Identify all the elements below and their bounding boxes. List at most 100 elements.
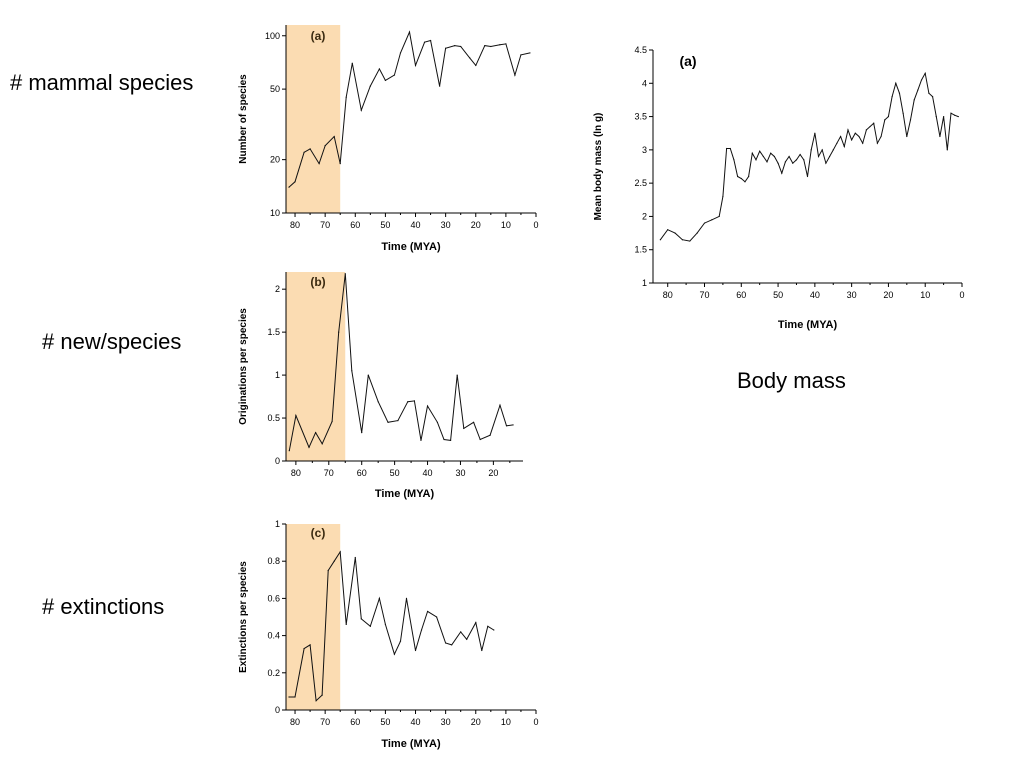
data-point — [748, 175, 750, 178]
data-point — [351, 62, 353, 64]
data-point — [407, 401, 409, 403]
x-tick-label: 20 — [488, 468, 498, 478]
data-point — [481, 649, 483, 652]
data-point — [303, 648, 305, 650]
data-point — [924, 72, 926, 74]
x-tick-label: 80 — [663, 290, 673, 300]
data-point — [463, 427, 465, 429]
data-point — [806, 175, 809, 178]
x-tick-label: 80 — [290, 717, 300, 727]
y-tick-label: 4.5 — [634, 45, 647, 55]
data-point — [479, 438, 481, 441]
data-point — [445, 47, 447, 49]
data-point — [384, 79, 386, 81]
x-axis-label: Time (MYA) — [778, 319, 838, 331]
data-point — [309, 644, 311, 646]
y-tick-label: 2 — [275, 284, 280, 294]
data-point — [862, 142, 864, 144]
data-point — [367, 374, 369, 376]
x-tick-label: 40 — [411, 717, 421, 727]
data-point — [339, 162, 341, 165]
data-point — [484, 44, 486, 47]
data-point — [345, 623, 347, 626]
x-tick-label: 20 — [471, 717, 481, 727]
data-point — [869, 125, 871, 128]
data-point — [315, 700, 317, 702]
data-point — [331, 420, 333, 423]
data-point — [309, 148, 311, 150]
data-point — [817, 155, 820, 158]
y-tick-label: 0 — [275, 456, 280, 466]
data-point — [751, 152, 753, 154]
data-point — [909, 119, 912, 121]
y-tick-label: 1 — [275, 519, 280, 529]
data-point — [674, 232, 676, 234]
y-tick-label: 100 — [265, 31, 280, 41]
data-point — [825, 162, 827, 164]
x-tick-label: 30 — [455, 468, 465, 478]
y-tick-label: 10 — [270, 208, 280, 218]
kpg-highlight-band — [286, 25, 341, 213]
data-point — [718, 215, 720, 218]
x-tick-label: 30 — [441, 717, 451, 727]
data-point — [377, 401, 379, 403]
y-axis-label: Mean body mass (ln g) — [593, 113, 604, 221]
x-tick-label: 10 — [501, 220, 511, 230]
data-point — [873, 122, 875, 124]
data-point — [854, 132, 856, 134]
data-point — [443, 438, 445, 441]
data-point — [946, 149, 948, 151]
data-point — [667, 229, 669, 231]
x-tick-label: 70 — [699, 290, 709, 300]
caption-mammal-species: # mammal species — [10, 70, 194, 95]
data-point — [288, 186, 290, 188]
data-point — [345, 96, 347, 98]
x-tick-label: 70 — [320, 717, 330, 727]
x-tick-label: 20 — [883, 290, 893, 300]
data-point — [399, 52, 402, 54]
data-point — [840, 135, 842, 138]
data-point — [426, 610, 429, 613]
y-tick-label: 50 — [270, 84, 280, 94]
x-axis-label: Time (MYA) — [381, 241, 441, 253]
data-point — [426, 405, 429, 407]
data-point — [917, 89, 919, 91]
y-tick-label: 3.5 — [634, 112, 647, 122]
y-tick-label: 0.4 — [267, 631, 280, 641]
data-point — [895, 82, 897, 84]
data-point — [729, 147, 731, 150]
data-point — [460, 631, 462, 633]
data-point — [799, 153, 801, 156]
data-point — [361, 432, 363, 434]
y-tick-label: 0.5 — [267, 413, 280, 423]
data-point — [333, 135, 335, 138]
x-tick-label: 60 — [357, 468, 367, 478]
x-tick-label: 10 — [920, 290, 930, 300]
panel-label: (b) — [310, 275, 325, 289]
data-point — [913, 99, 915, 101]
data-point — [451, 644, 453, 646]
x-tick-label: 10 — [501, 717, 511, 727]
y-axis-label: Number of species — [238, 74, 249, 164]
data-point — [884, 119, 886, 121]
x-tick-label: 40 — [810, 290, 820, 300]
data-point — [378, 68, 380, 70]
data-point — [762, 155, 764, 158]
data-point — [832, 149, 834, 151]
y-axis-label: Originations per species — [238, 308, 249, 425]
data-point — [755, 159, 757, 161]
data-point — [420, 629, 423, 631]
data-point — [460, 45, 462, 48]
data-point — [384, 623, 386, 626]
x-tick-label: 0 — [533, 220, 538, 230]
data-point — [898, 92, 901, 94]
y-tick-label: 1 — [275, 370, 280, 380]
data-point — [308, 446, 310, 448]
data-point — [429, 39, 432, 42]
data-point — [303, 151, 305, 153]
data-point — [703, 222, 706, 224]
y-tick-label: 2.5 — [634, 178, 647, 188]
data-point — [469, 57, 471, 59]
data-point — [880, 135, 882, 138]
data-point — [865, 129, 867, 131]
